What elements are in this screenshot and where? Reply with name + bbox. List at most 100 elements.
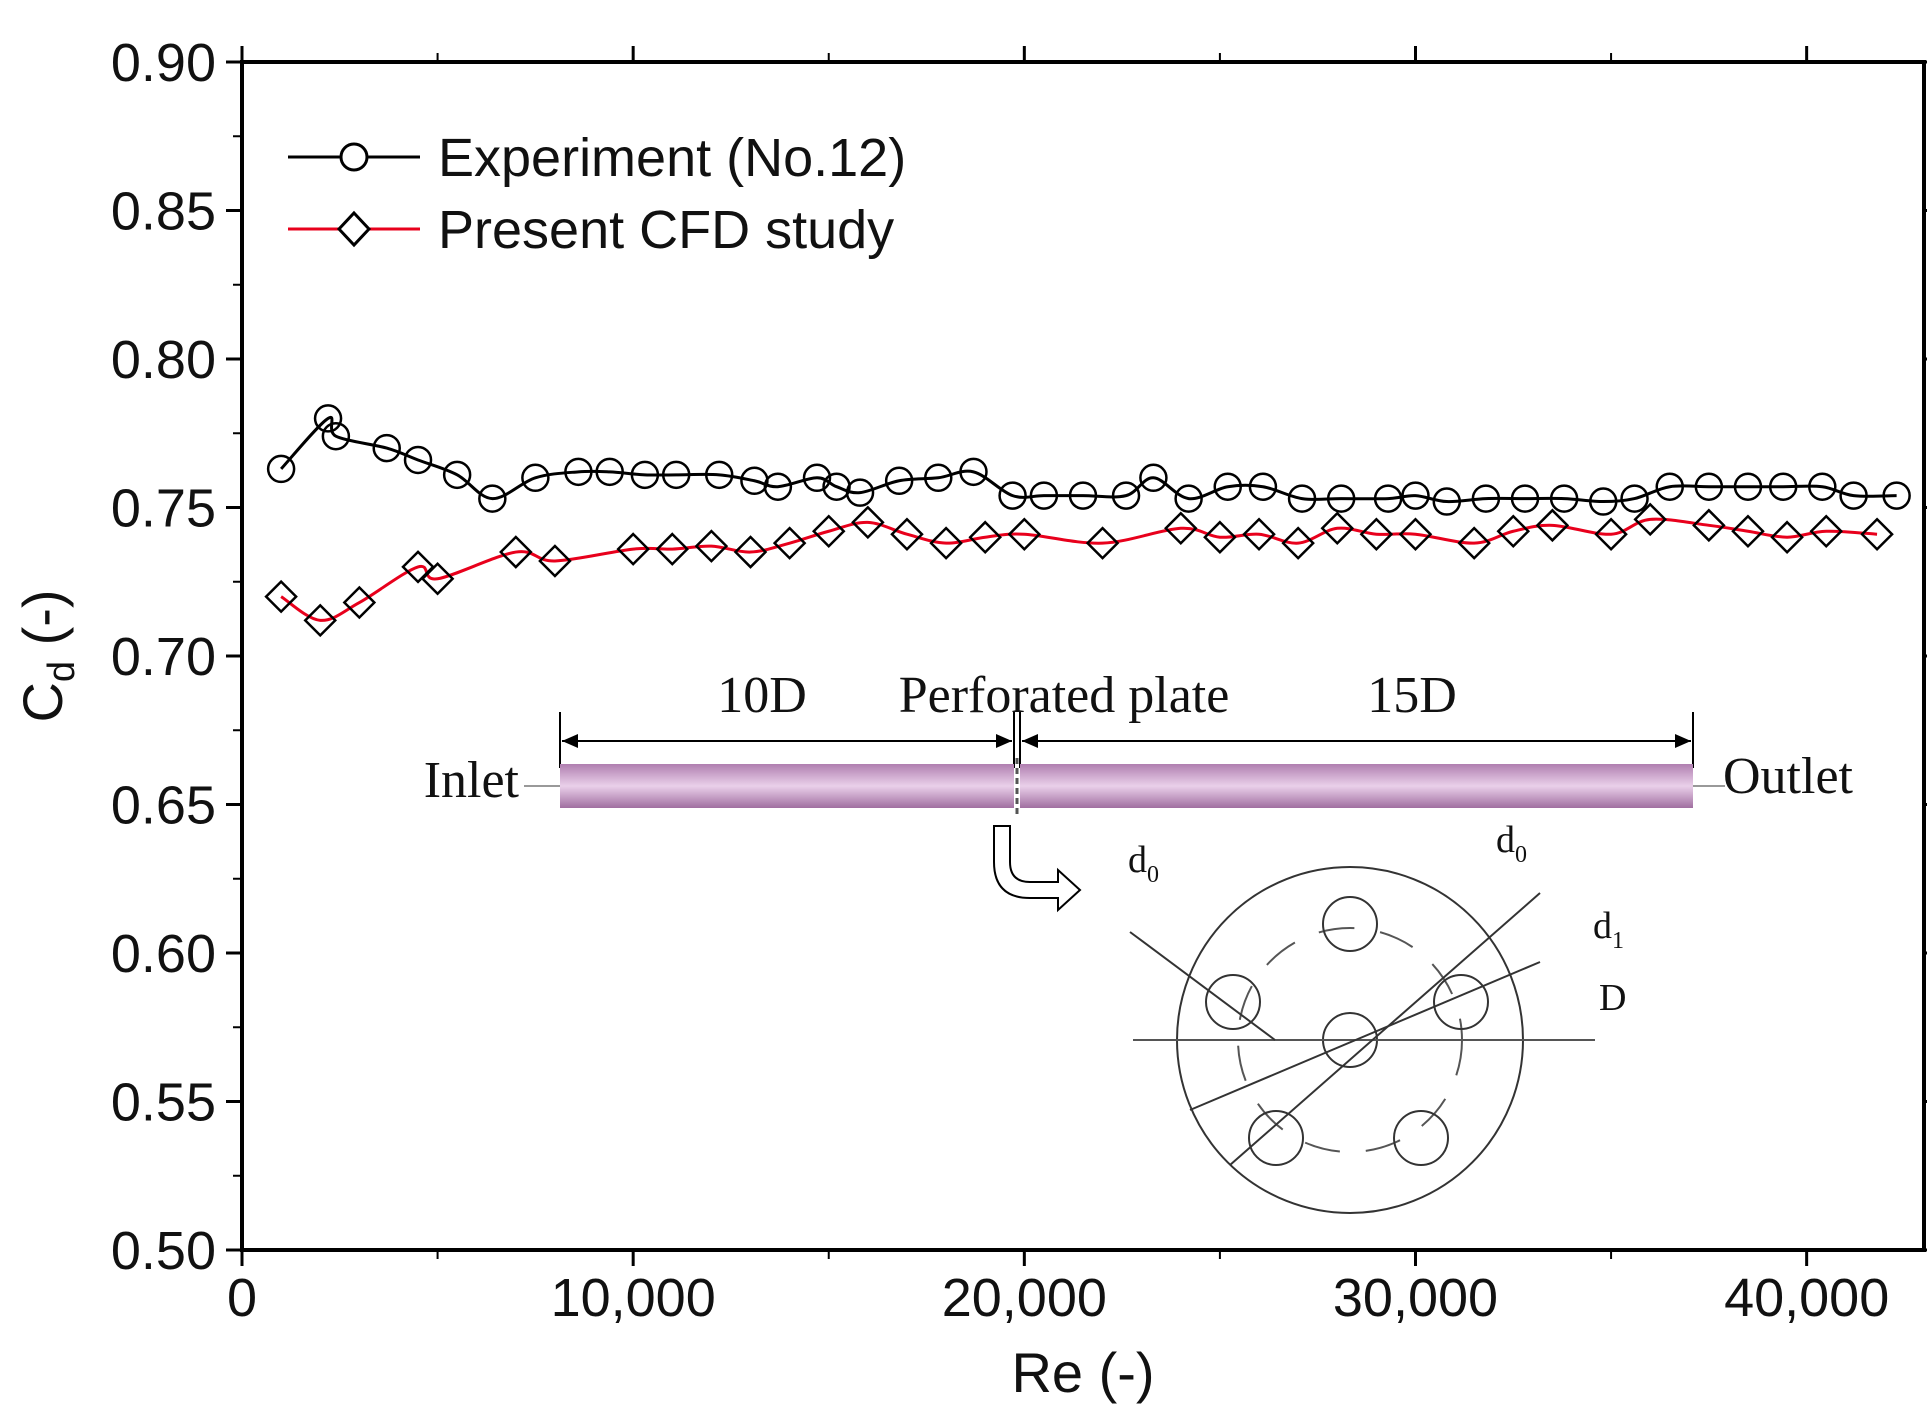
data-point	[1510, 484, 1540, 513]
data-point	[1808, 472, 1837, 501]
data-point	[1692, 508, 1726, 543]
data-point	[1620, 484, 1649, 513]
data-point	[372, 433, 401, 463]
series-layer	[264, 404, 1911, 638]
plate-hole-bottom-right	[1393, 1110, 1449, 1166]
dimension-arrow-downstream-left	[1022, 734, 1038, 748]
legend-label-cfd: Present CFD study	[438, 200, 894, 260]
dimension-arrow-upstream-left	[562, 734, 578, 748]
data-point	[313, 404, 343, 433]
data-point	[1242, 517, 1276, 551]
label-inlet: Inlet	[424, 752, 520, 809]
label-perforated-plate: Perforated plate	[899, 667, 1230, 724]
y-axis: 0.50 0.55 0.60 0.65 0.70 0.75 0.80 0.85 0.90	[111, 33, 1927, 1281]
data-point	[890, 517, 924, 551]
data-point	[1281, 526, 1315, 560]
d0-leader-left	[1129, 931, 1276, 1041]
data-point	[661, 460, 691, 490]
data-point	[655, 532, 690, 566]
data-point	[924, 463, 953, 493]
y-axis-title-unit: (-)	[11, 589, 74, 661]
data-point	[959, 457, 988, 487]
series-experiment	[266, 404, 1911, 516]
data-point	[1326, 484, 1356, 513]
data-point	[1085, 526, 1120, 560]
d1-leader	[1189, 961, 1541, 1111]
data-point	[811, 514, 846, 549]
y-tick-label: 0.60	[111, 924, 216, 984]
data-point	[998, 481, 1027, 510]
y-tick-label: 0.65	[111, 776, 216, 836]
label-D: D	[1599, 977, 1626, 1019]
pipe-downstream	[1020, 764, 1693, 808]
data-point	[1694, 472, 1724, 501]
data-point	[321, 421, 351, 451]
series-cfd	[264, 502, 1894, 638]
data-point	[968, 520, 1002, 554]
data-point	[1882, 481, 1911, 510]
label-downstream-length: 15D	[1367, 667, 1457, 724]
y-tick-label: 0.55	[111, 1073, 216, 1133]
data-point	[1320, 511, 1355, 546]
label-d1: d1	[1593, 905, 1624, 954]
x-axis: 0 10,000 20,000 30,000 40,000	[227, 46, 1889, 1328]
legend-entry-cfd: Present CFD study	[288, 200, 894, 260]
x-axis-title: Re (-)	[1011, 1341, 1154, 1404]
plate-hole-top	[1322, 896, 1378, 952]
data-point	[802, 463, 832, 493]
pipe-upstream	[560, 764, 1014, 808]
data-point	[1768, 472, 1798, 501]
data-point	[1588, 487, 1618, 516]
plate-hole-left	[1205, 974, 1261, 1030]
y-axis-title: Cd (-)	[11, 589, 83, 722]
data-point	[478, 484, 507, 513]
data-point	[564, 457, 593, 487]
data-point	[401, 550, 435, 584]
data-point	[763, 472, 793, 501]
data-point	[1401, 481, 1430, 510]
data-point	[1535, 508, 1570, 543]
dimension-arrow-downstream-right	[1675, 734, 1691, 748]
data-point	[1068, 481, 1098, 510]
y-tick-label: 0.80	[111, 330, 216, 390]
data-point	[1174, 484, 1203, 513]
data-point	[442, 460, 472, 490]
data-point	[420, 562, 455, 596]
legend-label-experiment: Experiment (No.12)	[438, 128, 906, 188]
data-point	[704, 460, 734, 490]
x-tick-label: 10,000	[551, 1268, 716, 1328]
plot-frame	[240, 60, 1926, 1252]
y-tick-label: 0.75	[111, 479, 216, 539]
data-point	[1471, 484, 1501, 513]
data-point	[1549, 484, 1579, 513]
label-d0-left: d0	[1128, 839, 1159, 888]
data-point	[1839, 481, 1868, 510]
data-point	[1029, 481, 1059, 510]
data-point	[1770, 520, 1804, 554]
data-point	[694, 529, 729, 563]
data-point	[1287, 484, 1317, 513]
data-point	[1457, 526, 1491, 560]
data-point	[616, 532, 650, 566]
x-tick-label: 20,000	[942, 1268, 1107, 1328]
y-axis-title-sub: d	[41, 661, 83, 682]
y-tick-label: 0.50	[111, 1221, 216, 1281]
data-point	[1594, 517, 1628, 551]
data-point	[1203, 520, 1237, 554]
data-point	[733, 535, 768, 569]
x-tick-label: 40,000	[1724, 1268, 1889, 1328]
data-point	[403, 445, 433, 475]
data-point	[1432, 487, 1462, 516]
data-point	[1633, 502, 1667, 537]
data-point	[538, 544, 572, 578]
data-point	[521, 463, 550, 493]
y-tick-label: 0.85	[111, 182, 216, 242]
legend: Experiment (No.12) Present CFD study	[288, 128, 906, 260]
data-point	[630, 460, 660, 490]
label-upstream-length: 10D	[717, 667, 807, 724]
data-point	[1007, 517, 1042, 551]
data-point	[1111, 481, 1141, 510]
data-point	[1248, 472, 1278, 501]
